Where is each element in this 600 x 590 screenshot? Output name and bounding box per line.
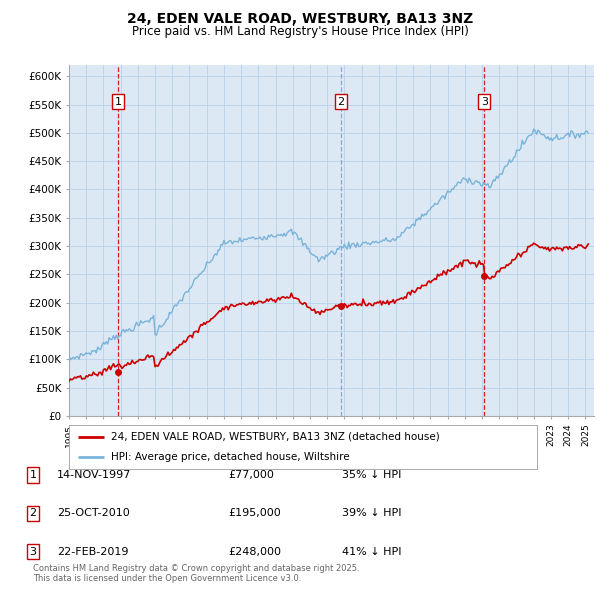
Text: 35% ↓ HPI: 35% ↓ HPI xyxy=(342,470,401,480)
Text: 25-OCT-2010: 25-OCT-2010 xyxy=(57,509,130,518)
Text: 39% ↓ HPI: 39% ↓ HPI xyxy=(342,509,401,518)
Text: £195,000: £195,000 xyxy=(228,509,281,518)
Text: 2: 2 xyxy=(29,509,37,518)
Text: Contains HM Land Registry data © Crown copyright and database right 2025.
This d: Contains HM Land Registry data © Crown c… xyxy=(33,563,359,583)
Text: 14-NOV-1997: 14-NOV-1997 xyxy=(57,470,131,480)
Text: 3: 3 xyxy=(29,547,37,556)
Text: Price paid vs. HM Land Registry's House Price Index (HPI): Price paid vs. HM Land Registry's House … xyxy=(131,25,469,38)
Text: 24, EDEN VALE ROAD, WESTBURY, BA13 3NZ: 24, EDEN VALE ROAD, WESTBURY, BA13 3NZ xyxy=(127,12,473,26)
Text: HPI: Average price, detached house, Wiltshire: HPI: Average price, detached house, Wilt… xyxy=(111,452,350,462)
Text: 41% ↓ HPI: 41% ↓ HPI xyxy=(342,547,401,556)
Text: 24, EDEN VALE ROAD, WESTBURY, BA13 3NZ (detached house): 24, EDEN VALE ROAD, WESTBURY, BA13 3NZ (… xyxy=(111,432,440,442)
Text: 1: 1 xyxy=(29,470,37,480)
Text: 2: 2 xyxy=(338,97,345,107)
Text: 22-FEB-2019: 22-FEB-2019 xyxy=(57,547,128,556)
Text: 3: 3 xyxy=(481,97,488,107)
Text: £77,000: £77,000 xyxy=(228,470,274,480)
Text: £248,000: £248,000 xyxy=(228,547,281,556)
Text: 1: 1 xyxy=(115,97,122,107)
